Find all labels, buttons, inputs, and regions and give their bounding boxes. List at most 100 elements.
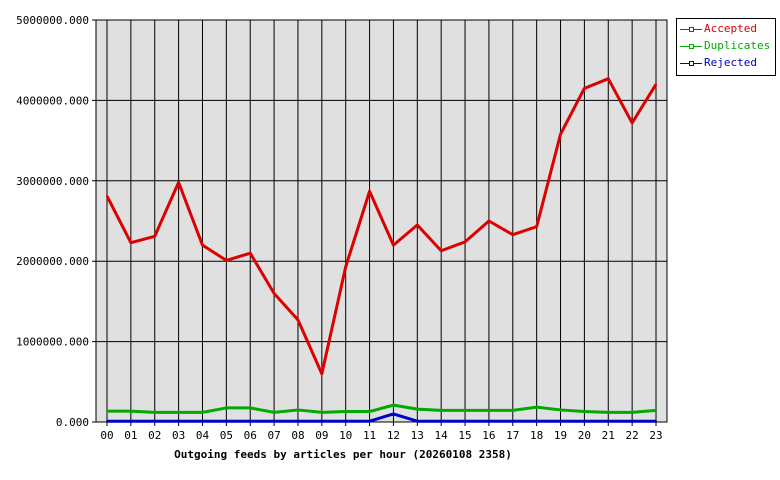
data-point-accepted: [129, 241, 132, 244]
data-point-duplicates: [320, 411, 323, 414]
data-point-duplicates: [153, 411, 156, 414]
data-point-duplicates: [535, 406, 538, 409]
x-tick-label: 18: [530, 429, 543, 442]
x-tick-label: 06: [244, 429, 257, 442]
data-point-duplicates: [440, 409, 443, 412]
data-point-rejected: [487, 420, 490, 423]
legend-label-accepted: Accepted: [704, 22, 757, 35]
legend-item-accepted: Accepted: [680, 21, 757, 37]
x-tick-label: 03: [172, 429, 185, 442]
data-point-rejected: [129, 420, 132, 423]
data-point-accepted: [487, 220, 490, 222]
y-tick-label: 1000000.000: [16, 336, 89, 349]
data-point-accepted: [607, 77, 610, 80]
x-tick-label: 00: [100, 429, 113, 442]
data-point-rejected: [177, 420, 180, 423]
x-tick-label: 15: [458, 429, 471, 442]
data-point-rejected: [583, 420, 586, 423]
data-point-accepted: [535, 225, 538, 228]
data-point-accepted: [464, 240, 467, 243]
x-tick-label: 12: [387, 429, 400, 442]
data-point-duplicates: [177, 411, 180, 414]
x-tick-label: 20: [578, 429, 591, 442]
x-tick-label: 07: [267, 429, 280, 442]
data-point-accepted: [440, 249, 443, 252]
data-point-duplicates: [129, 410, 132, 413]
data-point-duplicates: [607, 411, 610, 414]
x-tick-label: 21: [602, 429, 615, 442]
data-point-rejected: [416, 420, 419, 423]
data-point-duplicates: [559, 408, 562, 411]
data-point-rejected: [535, 420, 538, 423]
data-point-rejected: [225, 420, 228, 423]
data-point-duplicates: [631, 411, 634, 414]
data-point-duplicates: [296, 408, 299, 411]
data-point-rejected: [559, 420, 562, 423]
data-point-duplicates: [464, 409, 467, 412]
data-point-accepted: [153, 235, 156, 238]
x-tick-label: 10: [339, 429, 352, 442]
data-point-rejected: [273, 420, 276, 423]
y-tick-label: 5000000.000: [16, 14, 89, 27]
data-point-accepted: [273, 292, 276, 295]
data-point-accepted: [583, 87, 586, 90]
data-point-rejected: [106, 420, 108, 423]
series-line-accepted: [105, 77, 658, 376]
data-point-duplicates: [655, 409, 658, 412]
data-point-duplicates: [273, 411, 276, 414]
x-tick-label: 16: [482, 429, 495, 442]
data-point-accepted: [655, 83, 658, 86]
data-point-accepted: [201, 244, 204, 247]
data-point-duplicates: [106, 410, 108, 413]
data-point-rejected: [201, 420, 204, 423]
data-point-duplicates: [583, 410, 586, 413]
legend-swatch-rejected: [680, 60, 702, 66]
x-tick-label: 09: [315, 429, 328, 442]
data-point-rejected: [655, 420, 658, 423]
data-point-duplicates: [368, 410, 371, 413]
y-tick-label: 0.000: [56, 416, 89, 429]
legend-item-rejected: Rejected: [680, 55, 757, 71]
y-tick-label: 4000000.000: [16, 94, 89, 107]
data-point-duplicates: [201, 411, 204, 414]
legend: Accepted Duplicates Rejected: [676, 18, 776, 76]
data-point-duplicates: [487, 409, 490, 412]
data-point-duplicates: [225, 406, 228, 409]
x-tick-label: 11: [363, 429, 376, 442]
data-point-accepted: [631, 121, 634, 124]
y-tick-label: 2000000.000: [16, 255, 89, 268]
x-tick-label: 14: [435, 429, 449, 442]
x-tick-label: 02: [148, 429, 161, 442]
x-tick-label: 19: [554, 429, 567, 442]
series-line-rejected: [107, 412, 657, 423]
x-tick-label: 22: [626, 429, 639, 442]
x-tick-label: 17: [506, 429, 519, 442]
data-point-duplicates: [392, 404, 395, 407]
data-point-accepted: [344, 265, 347, 268]
data-point-accepted: [559, 133, 562, 136]
legend-item-duplicates: Duplicates: [680, 38, 770, 54]
data-point-accepted: [296, 318, 299, 321]
data-point-accepted: [416, 224, 419, 227]
data-point-accepted: [106, 195, 108, 198]
x-axis-title: Outgoing feeds by articles per hour (202…: [174, 448, 512, 461]
data-point-rejected: [631, 420, 634, 423]
data-point-rejected: [368, 420, 371, 423]
data-point-duplicates: [344, 410, 347, 413]
data-point-rejected: [249, 420, 252, 423]
data-point-accepted: [225, 259, 228, 262]
data-point-rejected: [511, 420, 514, 423]
data-point-rejected: [153, 420, 156, 423]
data-point-rejected: [464, 420, 467, 423]
data-point-accepted: [511, 233, 514, 236]
data-point-accepted: [392, 244, 395, 247]
x-tick-label: 01: [124, 429, 137, 442]
data-point-accepted: [249, 252, 252, 255]
plot-frame: [95, 19, 668, 423]
legend-swatch-accepted: [680, 26, 702, 32]
data-point-duplicates: [511, 409, 514, 412]
data-point-rejected: [607, 420, 610, 423]
legend-label-rejected: Rejected: [704, 56, 757, 69]
data-point-duplicates: [249, 406, 252, 409]
